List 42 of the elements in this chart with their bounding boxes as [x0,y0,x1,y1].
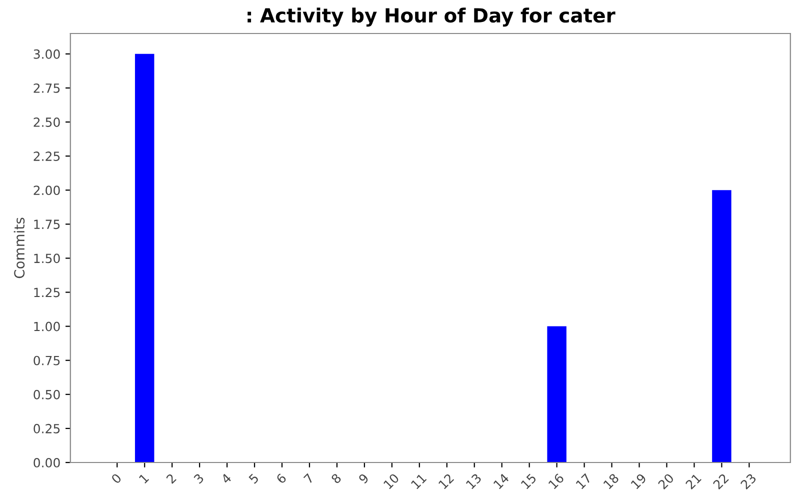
x-tick-label: 19 [630,473,647,490]
y-tick-label: 1.50 [34,254,60,264]
x-tick-label: 23 [740,473,757,490]
y-tick-label: 1.75 [34,220,60,230]
x-tick-label: 18 [603,472,620,490]
x-tick-label: 14 [493,472,510,490]
x-tick-label: 17 [576,473,592,490]
x-tick-label: 21 [685,473,702,490]
y-tick-label: 1.00 [34,322,60,332]
x-tick-label: 20 [658,472,674,490]
x-tick-label: 5 [248,473,260,484]
x-tick-label: 1 [138,473,150,484]
y-tick-label: 0.25 [34,424,60,434]
y-axis-title: Commits [14,218,25,278]
x-tick-label: 13 [466,473,482,490]
x-tick-label: 3 [193,473,204,484]
y-tick-label: 2.25 [34,152,60,161]
x-tick-label: 10 [383,472,400,490]
x-tick-label: 0 [110,472,122,484]
x-tick-label: 8 [330,472,342,484]
y-tick-label: 0.50 [34,390,60,400]
y-tick-label: 0.75 [34,356,60,366]
x-tick-label: 7 [303,473,314,484]
y-tick-label: 2.00 [34,186,60,196]
chart-title: : Activity by Hour of Day for cater [248,8,616,27]
x-tick-label: 4 [220,472,232,484]
bar [547,326,566,462]
x-tick-label: 22 [712,473,729,490]
y-tick-label: 2.50 [34,117,60,127]
x-tick-label: 2 [166,473,176,484]
x-tick-label: 11 [410,473,427,490]
x-tick-label: 9 [358,473,370,484]
bar [134,54,154,462]
y-tick-label: 1.25 [34,288,60,298]
x-tick-label: 6 [276,472,287,484]
y-tick-label: 0.00 [34,458,60,468]
x-tick-label: 15 [520,473,537,490]
y-tick-label: 3.00 [34,49,60,59]
bar [712,190,732,462]
x-tick-label: 16 [548,472,564,490]
x-tick-label: 12 [438,473,454,490]
y-tick-label: 2.75 [34,83,60,93]
